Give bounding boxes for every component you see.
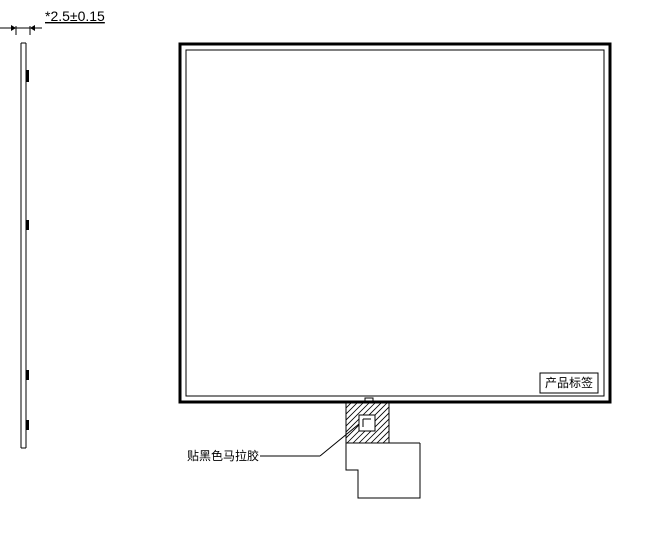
- drawing-canvas: *2.5±0.15 产品标签贴黑色马拉胶: [0, 0, 650, 557]
- dimension-thickness: *2.5±0.15: [45, 8, 105, 24]
- front-view: 产品标签: [180, 44, 610, 402]
- side-profile: [21, 43, 29, 448]
- leader-note-text: 贴黑色马拉胶: [187, 448, 259, 463]
- product-label-text: 产品标签: [545, 375, 593, 390]
